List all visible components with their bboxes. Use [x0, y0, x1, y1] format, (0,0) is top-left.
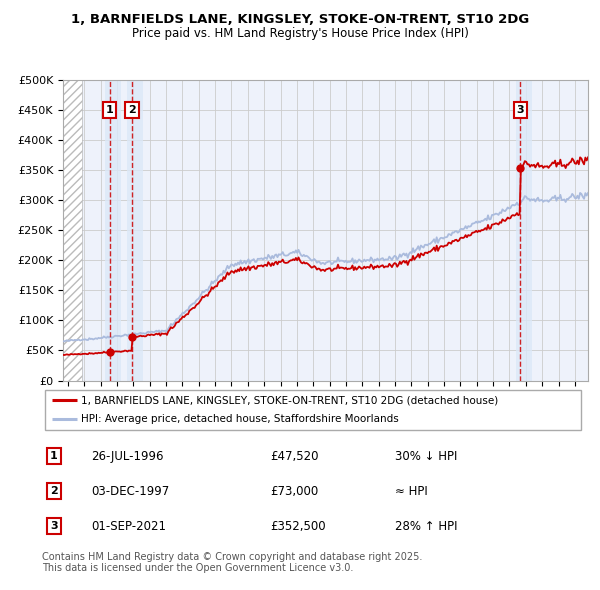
Text: ≈ HPI: ≈ HPI [395, 484, 428, 498]
Text: 2: 2 [50, 486, 58, 496]
Text: 3: 3 [517, 105, 524, 114]
Text: £73,000: £73,000 [270, 484, 319, 498]
Text: HPI: Average price, detached house, Staffordshire Moorlands: HPI: Average price, detached house, Staf… [81, 415, 399, 424]
Bar [515, 80, 532, 381]
Text: 30% ↓ HPI: 30% ↓ HPI [395, 450, 457, 463]
FancyBboxPatch shape [45, 390, 581, 430]
Text: 1, BARNFIELDS LANE, KINGSLEY, STOKE-ON-TRENT, ST10 2DG (detached house): 1, BARNFIELDS LANE, KINGSLEY, STOKE-ON-T… [81, 395, 499, 405]
Bar [105, 80, 121, 381]
Text: 28% ↑ HPI: 28% ↑ HPI [395, 520, 457, 533]
Text: Price paid vs. HM Land Registry's House Price Index (HPI): Price paid vs. HM Land Registry's House … [131, 27, 469, 40]
Text: Contains HM Land Registry data © Crown copyright and database right 2025.
This d: Contains HM Land Registry data © Crown c… [42, 552, 422, 573]
Text: 3: 3 [50, 521, 58, 531]
Text: 26-JUL-1996: 26-JUL-1996 [91, 450, 163, 463]
Text: 01-SEP-2021: 01-SEP-2021 [91, 520, 166, 533]
Text: £352,500: £352,500 [270, 520, 326, 533]
Text: 1: 1 [50, 451, 58, 461]
Text: 03-DEC-1997: 03-DEC-1997 [91, 484, 169, 498]
Bar [63, 80, 82, 381]
Text: 2: 2 [128, 105, 136, 114]
Bar [127, 80, 143, 381]
Text: £47,520: £47,520 [270, 450, 319, 463]
Text: 1, BARNFIELDS LANE, KINGSLEY, STOKE-ON-TRENT, ST10 2DG: 1, BARNFIELDS LANE, KINGSLEY, STOKE-ON-T… [71, 13, 529, 26]
Text: 1: 1 [106, 105, 113, 114]
Bar [63, 80, 82, 381]
